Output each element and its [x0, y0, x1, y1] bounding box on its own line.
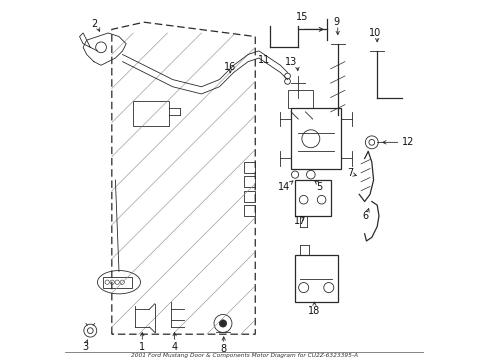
Text: 4: 4	[171, 342, 177, 352]
Circle shape	[368, 139, 374, 145]
Circle shape	[96, 42, 106, 53]
Text: 6: 6	[361, 211, 367, 221]
Circle shape	[115, 280, 119, 284]
Circle shape	[110, 280, 114, 284]
Text: 8: 8	[220, 343, 226, 354]
Text: 12: 12	[401, 138, 413, 147]
Bar	[290, 108, 341, 169]
Circle shape	[323, 283, 333, 293]
Text: 1: 1	[139, 342, 145, 352]
Circle shape	[301, 130, 319, 148]
Text: 3: 3	[81, 342, 88, 352]
Ellipse shape	[97, 271, 140, 294]
Bar	[244, 191, 255, 202]
Circle shape	[298, 283, 308, 293]
Text: 9: 9	[332, 17, 338, 27]
Circle shape	[284, 73, 290, 79]
Circle shape	[87, 328, 93, 333]
Text: 14: 14	[277, 182, 289, 192]
Text: 2001 Ford Mustang Door & Components Motor Diagram for CU2Z-6323395-A: 2001 Ford Mustang Door & Components Moto…	[131, 353, 357, 358]
Bar	[133, 101, 169, 126]
Text: 11: 11	[258, 55, 270, 65]
Text: 2: 2	[91, 19, 97, 29]
Circle shape	[219, 320, 226, 327]
Text: 10: 10	[368, 28, 381, 38]
Bar	[287, 90, 312, 108]
Text: 13: 13	[285, 57, 297, 67]
Circle shape	[83, 324, 97, 337]
Text: 5: 5	[316, 182, 322, 192]
Text: 16: 16	[224, 62, 236, 72]
Text: 18: 18	[307, 306, 320, 316]
Bar	[244, 162, 255, 173]
Text: 17: 17	[293, 216, 305, 226]
Text: 7: 7	[346, 168, 353, 178]
Circle shape	[365, 136, 378, 149]
Text: 15: 15	[295, 12, 307, 22]
Bar	[244, 176, 255, 187]
Circle shape	[284, 78, 290, 84]
Circle shape	[105, 280, 109, 284]
Bar	[294, 180, 330, 216]
Circle shape	[291, 171, 298, 178]
Circle shape	[317, 195, 325, 204]
Circle shape	[299, 195, 307, 204]
Bar	[102, 277, 131, 288]
Bar	[244, 205, 255, 216]
Circle shape	[306, 170, 314, 179]
Circle shape	[214, 315, 231, 332]
Bar	[294, 255, 337, 302]
Circle shape	[120, 280, 124, 284]
